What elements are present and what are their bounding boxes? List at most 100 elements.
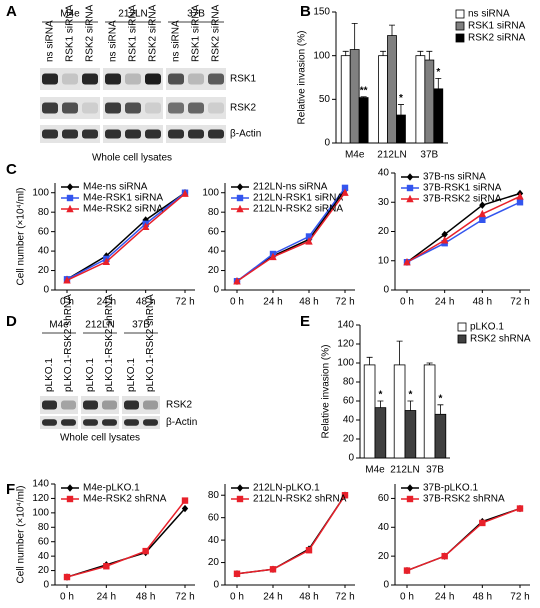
y-tick-label: 20 [208,557,220,568]
point [479,519,486,527]
y-tick-label: 20 [378,551,390,562]
blot-group-label: M4e [49,320,69,331]
error-bar [389,24,395,36]
series-line [406,507,521,572]
blot-band [208,102,224,114]
blot-band [83,419,98,426]
x-tick-label: 0 h [400,297,414,308]
y-tick-label: 60 [378,493,390,504]
y-tick-label: 20 [343,434,355,445]
lane-label: RSK1 siRNA [128,4,139,62]
y-tick-label: 40 [208,535,220,546]
lane-label: ns siRNA [45,20,56,62]
lane-label: pLKO.1 [44,358,55,392]
blot-band [143,400,158,410]
blot-band [105,102,121,114]
bar [424,59,435,144]
legend-marker [66,484,74,492]
blot-band [82,73,98,85]
point [341,188,349,196]
point [516,192,524,200]
blot-band [188,73,204,85]
y-tick-label: 30 [378,197,390,208]
point [305,237,313,245]
lane-label: pLKO.1 [85,358,96,392]
point [141,222,150,230]
point [440,236,449,244]
x-tick-label: 72 h [335,297,354,308]
blot-band [208,129,224,139]
error-bar [417,50,424,56]
x-tick-label: 0 h [230,592,244,603]
band-label: RSK2 [230,103,257,114]
legend-marker [66,495,74,503]
bar [423,364,436,459]
band-label: RSK1 [230,74,257,85]
error-bar [397,104,404,116]
legend-label: M4e-pLKO.1 [83,483,140,494]
y-tick-label: 80 [208,207,220,218]
y-tick-label: 40 [378,168,390,179]
bar [404,410,417,459]
legend-label: 212LN-pLKO.1 [253,483,320,494]
point [142,547,149,555]
panel-label: C [6,161,17,178]
y-tick-label: 60 [343,396,355,407]
legend-marker [66,194,74,202]
blot-band [143,419,158,426]
error-bar [380,50,387,56]
x-tick-label: 0 h [60,592,74,603]
x-tick-label: 24 h [263,297,282,308]
series-line [66,508,186,578]
point [181,189,189,197]
series-line [406,201,521,263]
x-tick-label: 48 h [136,297,155,308]
lane-label: pLKO.1 [126,358,137,392]
blot-band [62,102,78,114]
x-tick-label: 0 h [60,297,74,308]
point [63,573,71,581]
legend-marker [406,173,414,181]
y-tick-label: 0 [383,580,389,591]
blot-band [42,129,58,139]
y-tick-label: 0 [348,453,354,464]
y-tick-label: 40 [38,246,50,257]
x-tick-label: 24 h [97,297,116,308]
series-line [236,494,346,575]
error-bar [426,50,433,61]
bar [393,364,406,459]
bar [415,55,426,144]
series-line [66,500,186,578]
y-tick-label: 120 [32,493,49,504]
legend-label: 37B-pLKO.1 [423,483,478,494]
blot-band [124,400,139,410]
significance: * [408,390,412,401]
blot-band [125,102,141,114]
blot-band [82,129,98,139]
panel-label: D [6,313,17,330]
y-tick-label: 80 [343,377,355,388]
lane-label: ns siRNA [108,20,119,62]
point [305,547,313,554]
y-tick-label: 60 [208,226,220,237]
error-bar [407,400,414,411]
x-tick-label: 72 h [510,297,529,308]
point [305,233,313,240]
blot-band [125,73,141,85]
point [233,277,241,285]
panel-label: B [300,3,311,20]
bar [387,35,397,144]
blot-band [62,129,78,139]
blot-band [105,73,121,85]
legend-label: 212LN-RSK1 siRNA [253,193,343,204]
y-tick-label: 140 [32,479,49,490]
panel-label: F [6,481,15,498]
point [269,252,277,261]
x-tick-label: 37B [420,150,438,161]
legend-marker [236,194,244,202]
lane-label: RSK2 siRNA [85,4,96,62]
blot-group-label: 212LN [85,320,114,331]
blot-band [125,129,141,139]
lane-label: RSK2 siRNA [211,4,222,62]
error-bar [435,77,442,89]
